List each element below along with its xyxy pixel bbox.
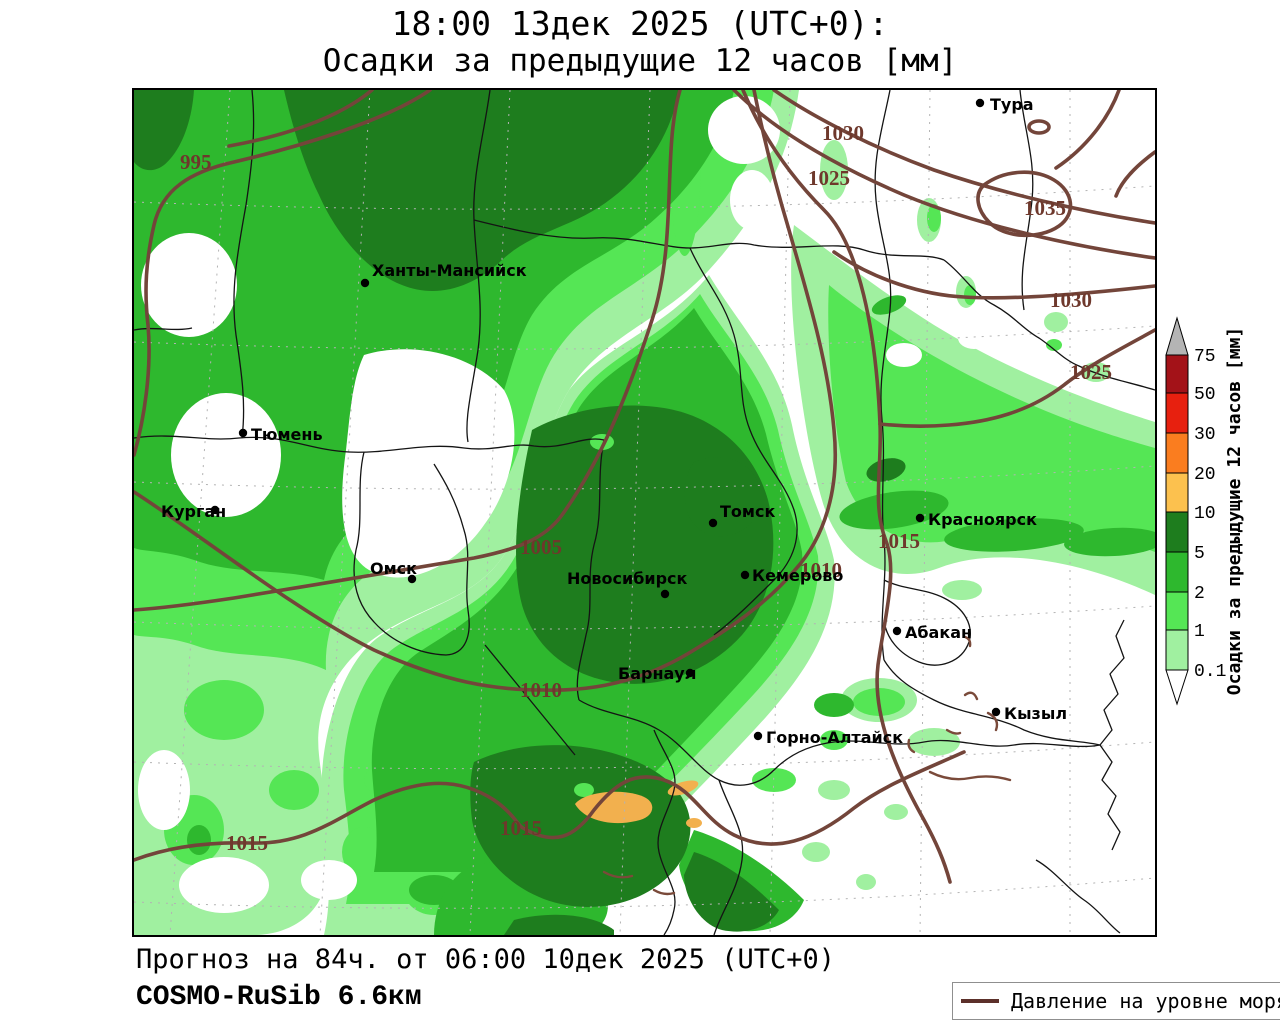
precip-band-dark xyxy=(134,90,906,935)
city-label-tyumen: Тюмень xyxy=(251,425,323,444)
colorbar-seg-30 xyxy=(1165,432,1189,474)
precip-colorbar: 75 50 30 20 10 5 2 1 0.1 xyxy=(1165,316,1226,706)
colorbar-seg-75 xyxy=(1165,354,1189,394)
pressure-legend-box: Давление на уровне моря xyxy=(952,982,1280,1020)
colorbar-ticks: 75 50 30 20 10 5 2 1 0.1 xyxy=(1194,347,1226,682)
isobar-label-6: 1005 xyxy=(520,535,562,559)
isobar-legend-line xyxy=(961,999,999,1003)
colorbar-tick-30: 30 xyxy=(1194,425,1216,445)
city-dot-omsk xyxy=(407,574,417,584)
region-borders xyxy=(134,90,1155,935)
isobar-1015-east xyxy=(741,90,952,884)
city-dot-krasnoyarsk xyxy=(915,513,925,523)
colorbar-seg-50 xyxy=(1165,392,1189,434)
isobars xyxy=(134,90,1155,884)
isobar-label-2: 1025 xyxy=(808,166,850,190)
colorbar-segments xyxy=(1165,354,1189,671)
colorbar-tick-0.1: 0.1 xyxy=(1194,662,1226,682)
isobar-1035-loop xyxy=(976,170,1073,238)
colorbar-tick-20: 20 xyxy=(1194,465,1216,485)
city-label-tomsk: Томск xyxy=(720,502,775,521)
isobar-1010 xyxy=(134,90,838,692)
isobar-label-1: 1030 xyxy=(822,121,864,145)
city-label-barnaul: Барнаул xyxy=(618,664,696,683)
colorbar-overflow-bottom xyxy=(1165,669,1189,706)
graticule xyxy=(134,90,1155,935)
city-dot-kyzyl xyxy=(991,707,1001,717)
city-label-tura: Тура xyxy=(990,95,1034,114)
model-name: COSMO-RuSib 6.6км xyxy=(136,982,422,1013)
colorbar-seg-5 xyxy=(1165,551,1189,593)
pressure-legend-label: Давление на уровне моря xyxy=(1011,989,1280,1013)
city-markers: Тура Ханты-Мансийск Тюмень Курган Омск Новоси… xyxy=(161,95,1067,747)
isobar-995b xyxy=(227,90,374,148)
title-datetime: 18:00 13дек 2025 (UTC+0): xyxy=(391,4,889,43)
city-dot-khanty-mansiysk xyxy=(360,278,370,288)
colorbar-tick-10: 10 xyxy=(1194,504,1216,524)
precip-band-amber xyxy=(575,780,702,828)
isobar-tr1 xyxy=(1054,90,1121,170)
city-label-krasnoyarsk: Красноярск xyxy=(928,510,1037,529)
colorbar-tick-1: 1 xyxy=(1194,622,1205,642)
city-label-gorno-altaysk: Горно-Алтайск xyxy=(766,728,903,747)
colorbar-seg-2 xyxy=(1165,591,1189,631)
city-label-kemerovo: Кемерово xyxy=(752,566,843,585)
isobar-label-8: 1015 xyxy=(878,529,920,553)
city-dot-gorno-altaysk xyxy=(753,731,763,741)
city-dot-kurgan xyxy=(210,505,220,515)
city-dot-tomsk xyxy=(708,518,718,528)
isobar-label-0: 995 xyxy=(180,150,212,174)
isobar-1025-diag xyxy=(878,328,1155,428)
forecast-info: Прогноз на 84ч. от 06:00 10дек 2025 (UTC… xyxy=(136,944,835,975)
city-dot-novosibirsk xyxy=(660,589,670,599)
map-title: 18:00 13дек 2025 (UTC+0): Осадки за пред… xyxy=(0,4,1280,79)
dry-areas xyxy=(138,96,990,913)
city-label-novosibirsk: Новосибирск xyxy=(567,569,688,588)
city-label-omsk: Омск xyxy=(370,559,417,578)
colorbar-tick-75: 75 xyxy=(1194,347,1216,367)
colorbar-title: Осадки за предыдущие 12 часов [мм] xyxy=(1224,326,1245,696)
isobar-tr2 xyxy=(1114,150,1155,198)
colorbar-seg-1 xyxy=(1165,629,1189,671)
isobar-1030-top xyxy=(772,90,1155,225)
isobar-995 xyxy=(134,90,432,457)
city-dot-tyumen xyxy=(238,428,248,438)
city-dot-tura xyxy=(975,98,985,108)
city-label-abakan: Абакан xyxy=(905,623,972,642)
isobar-1015-south xyxy=(134,750,966,862)
isobar-label-10: 1015 xyxy=(226,831,268,855)
colorbar-overflow-top xyxy=(1165,316,1189,356)
ridge-marks xyxy=(602,635,1012,896)
isobar-small-loop xyxy=(1027,119,1051,135)
colorbar-tick-2: 2 xyxy=(1194,584,1205,604)
city-dot-abakan xyxy=(892,626,902,636)
isobar-1030-mid xyxy=(832,250,1155,300)
isobar-labels: 995 1030 1025 1035 1030 1025 1005 1010 1015 1010 1… xyxy=(180,121,1112,855)
title-variable: Осадки за предыдущие 12 часов [мм] xyxy=(322,43,958,79)
isobar-label-11: 1015 xyxy=(500,816,542,840)
isobar-label-7: 1010 xyxy=(800,558,842,582)
isobar-1025-top xyxy=(732,90,1155,260)
isobar-1005 xyxy=(134,90,682,612)
forecast-map: 995 1030 1025 1035 1030 1025 1005 1010 1015 1010 1… xyxy=(132,88,1157,937)
city-label-kurgan: Курган xyxy=(161,502,226,521)
isobar-label-4: 1030 xyxy=(1050,288,1092,312)
colorbar-tick-5: 5 xyxy=(1194,544,1205,564)
city-dot-kemerovo xyxy=(740,570,750,580)
city-dot-barnaul xyxy=(685,668,695,678)
city-label-khanty-mansiysk: Ханты-Мансийск xyxy=(372,261,527,280)
city-label-kyzyl: Кызыл xyxy=(1004,704,1067,723)
colorbar-tick-50: 50 xyxy=(1194,385,1216,405)
colorbar-seg-20 xyxy=(1165,472,1189,513)
isobar-label-3: 1035 xyxy=(1024,196,1066,220)
colorbar-seg-10 xyxy=(1165,511,1189,553)
isobar-label-5: 1025 xyxy=(1070,360,1112,384)
isobar-label-9: 1010 xyxy=(520,678,562,702)
